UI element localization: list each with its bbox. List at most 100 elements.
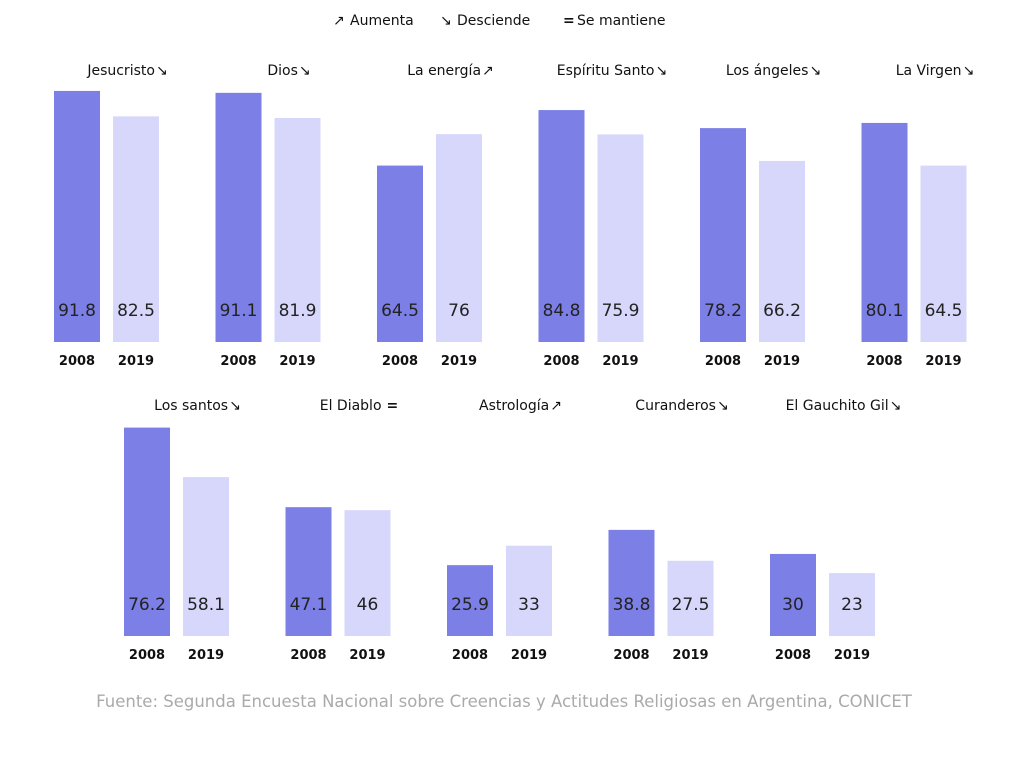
legend-up-icon: ↗ [333, 13, 345, 29]
legend: ↗ Aumenta ↘ Desciende = Se mantiene [333, 13, 666, 29]
chart-panels: Jesucristo↘ 91.8 2008 82.5 2019 Dios↘ 91.1 2008… [54, 63, 974, 663]
trend-icon: ↗ [550, 398, 562, 414]
value-label: 66.2 [763, 301, 801, 321]
bar-2008 [215, 92, 262, 343]
value-label: 81.9 [279, 301, 317, 321]
trend-icon: ↘ [717, 398, 729, 414]
panel-title: Los ángeles↘ [726, 63, 821, 79]
year-label: 2008 [290, 648, 326, 663]
value-label: 91.1 [220, 301, 258, 321]
bar-2008 [700, 128, 746, 342]
bar-2019 [344, 510, 391, 636]
year-label: 2019 [834, 648, 870, 663]
value-label: 76.2 [128, 595, 166, 615]
bar-2019 [667, 560, 714, 636]
trend-icon: ↗ [482, 63, 494, 79]
value-label: 38.8 [613, 595, 651, 615]
panel-4: Espíritu Santo↘ 84.8 2008 75.9 2019 [538, 63, 668, 369]
bar-2019 [920, 165, 967, 342]
panel-title: Jesucristo↘ [86, 63, 167, 79]
year-label: 2019 [349, 648, 385, 663]
panel-title: La Virgen↘ [896, 63, 975, 79]
panel-title: La energía↗ [407, 63, 494, 79]
panel-9: Astrología↗ 25.9 2008 33 2019 [447, 398, 562, 663]
panel-8: El Diablo = 47.1 2008 46 2019 [285, 398, 399, 663]
value-label: 46 [357, 595, 379, 615]
value-label: 80.1 [866, 301, 904, 321]
year-label: 2008 [543, 354, 579, 369]
trend-icon: ↘ [963, 63, 975, 79]
bar-2008 [861, 122, 908, 342]
trend-icon: ↘ [809, 63, 821, 79]
value-label: 78.2 [704, 301, 742, 321]
panel-title: Curanderos↘ [635, 398, 728, 414]
value-label: 75.9 [602, 301, 640, 321]
value-label: 30 [782, 595, 804, 615]
year-label: 2008 [705, 354, 741, 369]
bar-2008 [538, 110, 585, 343]
year-label: 2008 [129, 648, 165, 663]
year-label: 2008 [59, 354, 95, 369]
panel-6: La Virgen↘ 80.1 2008 64.5 2019 [861, 63, 975, 369]
year-label: 2019 [511, 648, 547, 663]
year-label: 2008 [775, 648, 811, 663]
value-label: 76 [448, 301, 470, 321]
value-label: 33 [518, 595, 540, 615]
panel-5: Los ángeles↘ 78.2 2008 66.2 2019 [700, 63, 821, 369]
panel-title: Los santos↘ [154, 398, 241, 414]
value-label: 82.5 [117, 301, 155, 321]
value-label: 58.1 [187, 595, 225, 615]
trend-icon: ↘ [229, 398, 241, 414]
panel-3: La energía↗ 64.5 2008 76 2019 [377, 63, 494, 369]
panel-2: Dios↘ 91.1 2008 81.9 2019 [215, 63, 321, 369]
panel-7: Los santos↘ 76.2 2008 58.1 2019 [124, 398, 241, 663]
bar-2019 [597, 134, 644, 342]
value-label: 84.8 [543, 301, 581, 321]
trend-icon: ↘ [299, 63, 311, 79]
value-label: 23 [841, 595, 863, 615]
year-label: 2019 [925, 354, 961, 369]
year-label: 2019 [118, 354, 154, 369]
year-label: 2019 [602, 354, 638, 369]
bar-2008 [377, 165, 423, 342]
year-label: 2019 [441, 354, 477, 369]
panel-title: El Gauchito Gil↘ [786, 398, 902, 414]
bar-2019 [829, 573, 875, 636]
legend-down-label: Desciende [457, 13, 530, 29]
legend-same-icon: = [563, 13, 575, 29]
bar-2008 [285, 507, 332, 636]
trend-icon: ↘ [656, 63, 668, 79]
bar-2019 [506, 545, 552, 636]
bar-2019 [436, 134, 482, 342]
legend-up-label: Aumenta [350, 13, 414, 29]
value-label: 91.8 [58, 301, 96, 321]
year-label: 2019 [672, 648, 708, 663]
trend-icon: ↘ [890, 398, 902, 414]
panel-title: Astrología↗ [479, 398, 562, 414]
value-label: 64.5 [381, 301, 419, 321]
bar-2008 [54, 90, 100, 342]
year-label: 2008 [613, 648, 649, 663]
bar-2019 [759, 160, 805, 342]
year-label: 2008 [220, 354, 256, 369]
trend-icon: ↘ [156, 63, 168, 79]
bar-2019 [113, 116, 159, 342]
value-label: 64.5 [925, 301, 963, 321]
legend-down-icon: ↘ [440, 13, 452, 29]
bar-2008 [770, 553, 816, 636]
year-label: 2008 [866, 354, 902, 369]
bar-2008 [124, 427, 170, 636]
year-label: 2019 [764, 354, 800, 369]
value-label: 25.9 [451, 595, 489, 615]
bar-2008 [608, 529, 655, 636]
value-label: 47.1 [290, 595, 328, 615]
value-label: 27.5 [672, 595, 710, 615]
panel-10: Curanderos↘ 38.8 2008 27.5 2019 [608, 398, 729, 663]
year-label: 2008 [452, 648, 488, 663]
panel-title: Espíritu Santo↘ [557, 63, 668, 79]
panel-title: El Diablo = [320, 398, 399, 414]
panel-title: Dios↘ [267, 63, 310, 79]
year-label: 2008 [382, 354, 418, 369]
legend-same-label: Se mantiene [577, 13, 666, 29]
